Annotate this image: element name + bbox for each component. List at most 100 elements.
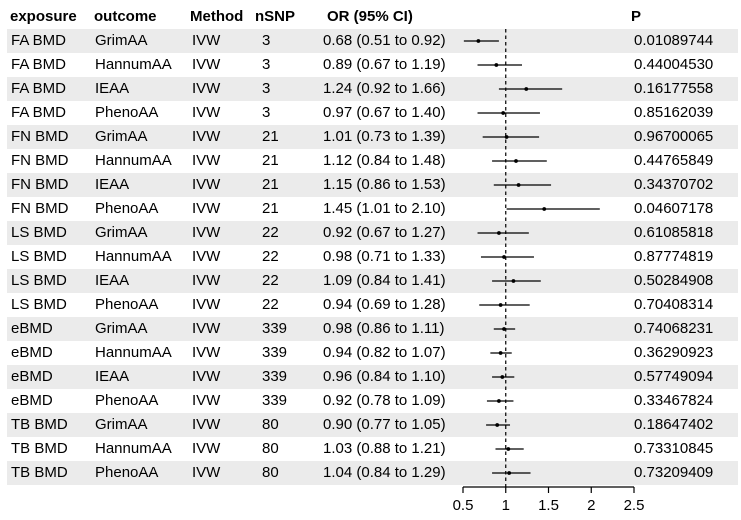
header-exposure: exposure	[10, 8, 77, 25]
table-row: eBMD IEAA IVW 339 0.96 (0.84 to 1.10) 0.…	[7, 365, 738, 389]
cell-method: IVW	[192, 176, 221, 193]
table-row: FN BMD PhenoAA IVW 21 1.45 (1.01 to 2.10…	[7, 197, 738, 221]
cell-p-value: 0.96700065	[634, 128, 714, 145]
x-axis-tick-label: 2.5	[624, 497, 645, 514]
table-row: LS BMD IEAA IVW 22 1.09 (0.84 to 1.41) 0…	[7, 269, 738, 293]
cell-outcome: PhenoAA	[95, 392, 159, 409]
cell-exposure: FN BMD	[11, 152, 69, 169]
cell-nsnp: 3	[262, 32, 271, 49]
cell-p-value: 0.44004530	[634, 56, 714, 73]
cell-nsnp: 339	[262, 344, 288, 361]
x-axis-tick-label: 1	[502, 497, 510, 514]
header-or-ci: OR (95% CI)	[327, 8, 413, 25]
table-row: eBMD PhenoAA IVW 339 0.92 (0.78 to 1.09)…	[7, 389, 738, 413]
cell-or-ci: 0.94 (0.82 to 1.07)	[323, 344, 446, 361]
cell-outcome: HannumAA	[95, 440, 172, 457]
cell-outcome: IEAA	[95, 80, 130, 97]
cell-method: IVW	[192, 296, 221, 313]
cell-method: IVW	[192, 464, 221, 481]
cell-outcome: GrimAA	[95, 32, 148, 49]
cell-exposure: LS BMD	[11, 224, 67, 241]
cell-nsnp: 21	[262, 128, 279, 145]
cell-p-value: 0.18647402	[634, 416, 714, 433]
cell-method: IVW	[192, 128, 221, 145]
cell-outcome: GrimAA	[95, 224, 148, 241]
cell-nsnp: 21	[262, 200, 279, 217]
cell-p-value: 0.44765849	[634, 152, 714, 169]
cell-or-ci: 0.96 (0.84 to 1.10)	[323, 368, 446, 385]
cell-outcome: PhenoAA	[95, 104, 159, 121]
cell-method: IVW	[192, 368, 221, 385]
table-header-row: exposure outcome Method nSNP OR (95% CI)…	[0, 6, 741, 28]
table-row: FN BMD IEAA IVW 21 1.15 (0.86 to 1.53) 0…	[7, 173, 738, 197]
cell-p-value: 0.74068231	[634, 320, 714, 337]
cell-method: IVW	[192, 224, 221, 241]
cell-outcome: GrimAA	[95, 128, 148, 145]
cell-exposure: LS BMD	[11, 248, 67, 265]
table-row: TB BMD PhenoAA IVW 80 1.04 (0.84 to 1.29…	[7, 461, 738, 485]
cell-exposure: FN BMD	[11, 200, 69, 217]
cell-p-value: 0.16177558	[634, 80, 714, 97]
cell-p-value: 0.73209409	[634, 464, 714, 481]
cell-nsnp: 22	[262, 248, 279, 265]
cell-method: IVW	[192, 440, 221, 457]
table-row: FA BMD IEAA IVW 3 1.24 (0.92 to 1.66) 0.…	[7, 77, 738, 101]
cell-method: IVW	[192, 272, 221, 289]
table-row: LS BMD PhenoAA IVW 22 0.94 (0.69 to 1.28…	[7, 293, 738, 317]
cell-or-ci: 1.24 (0.92 to 1.66)	[323, 80, 446, 97]
cell-exposure: eBMD	[11, 344, 53, 361]
table-row: LS BMD GrimAA IVW 22 0.92 (0.67 to 1.27)…	[7, 221, 738, 245]
table-row: TB BMD GrimAA IVW 80 0.90 (0.77 to 1.05)…	[7, 413, 738, 437]
cell-or-ci: 1.03 (0.88 to 1.21)	[323, 440, 446, 457]
cell-p-value: 0.61085818	[634, 224, 714, 241]
cell-p-value: 0.04607178	[634, 200, 714, 217]
cell-or-ci: 0.94 (0.69 to 1.28)	[323, 296, 446, 313]
cell-exposure: FN BMD	[11, 176, 69, 193]
cell-or-ci: 0.89 (0.67 to 1.19)	[323, 56, 446, 73]
cell-p-value: 0.33467824	[634, 392, 714, 409]
cell-nsnp: 3	[262, 104, 271, 121]
cell-p-value: 0.50284908	[634, 272, 714, 289]
cell-or-ci: 0.92 (0.78 to 1.09)	[323, 392, 446, 409]
cell-exposure: eBMD	[11, 368, 53, 385]
x-axis-tick-label: 2	[587, 497, 595, 514]
cell-method: IVW	[192, 152, 221, 169]
cell-nsnp: 21	[262, 176, 279, 193]
cell-or-ci: 0.92 (0.67 to 1.27)	[323, 224, 446, 241]
cell-method: IVW	[192, 80, 221, 97]
cell-or-ci: 1.01 (0.73 to 1.39)	[323, 128, 446, 145]
table-row: FN BMD HannumAA IVW 21 1.12 (0.84 to 1.4…	[7, 149, 738, 173]
cell-method: IVW	[192, 248, 221, 265]
header-nsnp: nSNP	[255, 8, 296, 25]
cell-outcome: HannumAA	[95, 56, 172, 73]
table-row: eBMD GrimAA IVW 339 0.98 (0.86 to 1.11) …	[7, 317, 738, 341]
table-row: FA BMD HannumAA IVW 3 0.89 (0.67 to 1.19…	[7, 53, 738, 77]
cell-or-ci: 0.98 (0.71 to 1.33)	[323, 248, 446, 265]
cell-nsnp: 3	[262, 56, 271, 73]
cell-outcome: IEAA	[95, 368, 130, 385]
cell-outcome: PhenoAA	[95, 200, 159, 217]
cell-method: IVW	[192, 32, 221, 49]
cell-method: IVW	[192, 320, 221, 337]
cell-outcome: IEAA	[95, 272, 130, 289]
cell-p-value: 0.87774819	[634, 248, 714, 265]
table-row: FA BMD GrimAA IVW 3 0.68 (0.51 to 0.92) …	[7, 29, 738, 53]
cell-exposure: FA BMD	[11, 56, 67, 73]
cell-method: IVW	[192, 416, 221, 433]
cell-nsnp: 80	[262, 416, 279, 433]
cell-exposure: eBMD	[11, 392, 53, 409]
cell-p-value: 0.34370702	[634, 176, 714, 193]
cell-exposure: eBMD	[11, 320, 53, 337]
cell-or-ci: 1.09 (0.84 to 1.41)	[323, 272, 446, 289]
header-method: Method	[190, 8, 244, 25]
cell-exposure: LS BMD	[11, 296, 67, 313]
cell-method: IVW	[192, 200, 221, 217]
cell-exposure: LS BMD	[11, 272, 67, 289]
cell-exposure: FA BMD	[11, 32, 67, 49]
cell-or-ci: 1.12 (0.84 to 1.48)	[323, 152, 446, 169]
cell-p-value: 0.73310845	[634, 440, 714, 457]
table-body: FA BMD GrimAA IVW 3 0.68 (0.51 to 0.92) …	[7, 29, 738, 485]
cell-outcome: GrimAA	[95, 416, 148, 433]
cell-p-value: 0.36290923	[634, 344, 714, 361]
cell-outcome: PhenoAA	[95, 296, 159, 313]
